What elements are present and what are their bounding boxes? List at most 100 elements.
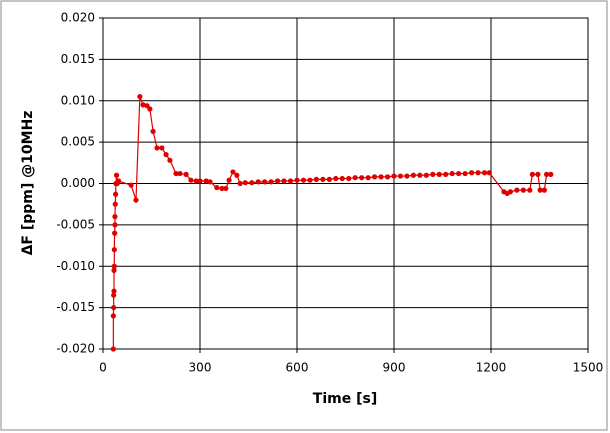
data-point: [462, 170, 468, 177]
data-point: [193, 178, 199, 184]
data-point: [268, 179, 274, 185]
data-point: [436, 171, 442, 177]
data-point: [115, 178, 122, 184]
data-point: [112, 201, 118, 207]
data-point: [397, 173, 404, 179]
data-point: [294, 177, 300, 183]
data-point: [112, 230, 118, 236]
data-point: [307, 177, 313, 183]
data-point: [154, 145, 160, 151]
data-point: [177, 170, 183, 177]
data-point: [326, 176, 332, 182]
data-point: [150, 128, 156, 134]
data-point: [469, 170, 475, 176]
data-point: [313, 176, 319, 182]
data-point: [443, 171, 449, 177]
data-point: [384, 174, 391, 180]
data-point: [352, 175, 358, 181]
data-point: [113, 172, 120, 178]
data-point: [128, 182, 134, 188]
data-point: [529, 171, 535, 177]
x-tick-label: 1200: [476, 361, 507, 375]
y-tick-label: -0.005: [56, 217, 95, 231]
data-point: [404, 173, 410, 179]
y-tick-label: -0.015: [56, 300, 95, 314]
data-point: [475, 170, 481, 176]
data-point: [281, 178, 287, 184]
data-point: [111, 263, 117, 269]
x-tick-label: 600: [286, 361, 309, 375]
data-point: [481, 170, 488, 176]
data-point: [378, 174, 384, 180]
data-point: [535, 171, 541, 177]
data-point: [111, 292, 117, 298]
data-point: [183, 171, 189, 177]
data-point: [223, 185, 229, 192]
data-point: [137, 94, 143, 100]
data-point: [249, 180, 255, 186]
data-point: [287, 178, 294, 184]
data-point: [391, 173, 397, 179]
data-point: [214, 185, 220, 191]
y-tick-label: -0.020: [56, 342, 95, 356]
y-axis-title: ΔF [ppm] @10MHz: [20, 111, 36, 256]
data-point: [537, 187, 543, 193]
data-point: [113, 191, 119, 197]
y-tick-label: 0.005: [61, 135, 95, 149]
data-point: [111, 288, 117, 294]
data-point: [372, 174, 378, 180]
x-tick-label: 1500: [573, 361, 604, 375]
data-point: [226, 177, 232, 183]
x-tick-label: 300: [189, 361, 212, 375]
data-point: [159, 145, 165, 151]
data-point: [507, 189, 513, 195]
data-point: [300, 177, 307, 183]
data-point: [234, 172, 240, 178]
data-point: [262, 179, 268, 185]
data-point: [112, 214, 118, 220]
data-point: [486, 170, 492, 176]
data-point: [346, 175, 352, 182]
data-point: [339, 175, 345, 182]
x-axis-title: Time [s]: [313, 391, 377, 407]
data-point: [514, 187, 520, 193]
x-tick-label: 900: [383, 361, 406, 375]
data-point: [365, 175, 371, 181]
data-point: [237, 180, 243, 187]
data-point: [423, 172, 429, 178]
data-point: [520, 187, 526, 193]
data-point: [417, 172, 423, 178]
data-point: [230, 169, 236, 175]
data-point: [544, 171, 550, 177]
data-point: [110, 346, 116, 352]
data-point: [548, 171, 554, 177]
data-point: [449, 170, 455, 177]
data-point: [219, 185, 225, 192]
data-point: [456, 170, 462, 177]
data-point: [242, 180, 248, 186]
data-point: [133, 197, 139, 203]
data-point: [147, 106, 153, 112]
data-point: [203, 178, 209, 184]
y-tick-label: 0.010: [61, 93, 95, 107]
y-tick-label: -0.010: [56, 259, 95, 273]
data-point: [111, 305, 117, 311]
data-point: [140, 102, 146, 108]
data-point: [541, 187, 547, 193]
data-point: [188, 177, 194, 183]
data-point: [112, 222, 118, 228]
data-point: [255, 179, 261, 185]
data-point: [207, 179, 213, 185]
data-point: [197, 178, 203, 184]
y-tick-label: 0.000: [61, 176, 95, 190]
data-point: [320, 176, 326, 182]
data-point: [173, 170, 179, 177]
data-point: [359, 175, 365, 181]
data-point: [167, 157, 173, 163]
data-point: [111, 247, 117, 253]
data-point: [275, 178, 281, 184]
data-point: [163, 151, 169, 158]
data-point: [333, 175, 339, 182]
y-tick-label: 0.015: [61, 52, 95, 66]
